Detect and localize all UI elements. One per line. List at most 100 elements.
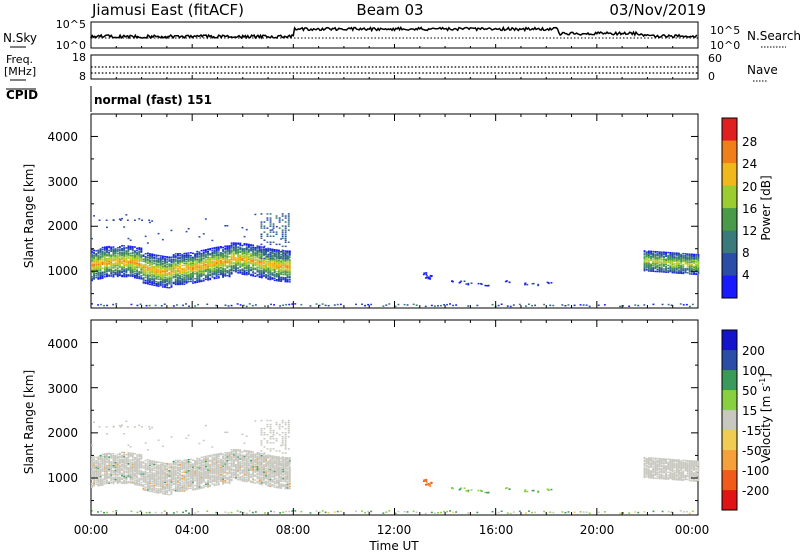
power-cell xyxy=(179,275,181,278)
power-cell xyxy=(647,257,650,259)
velocity-cell xyxy=(187,467,190,469)
power-cell xyxy=(288,281,291,283)
velocity-cell xyxy=(239,455,242,457)
power-cell xyxy=(153,282,156,285)
velocity-cell xyxy=(110,457,113,459)
power-cell xyxy=(174,272,177,275)
velocity-cell xyxy=(146,483,149,485)
power-cell xyxy=(258,273,261,275)
velocity-cell xyxy=(185,488,188,490)
power-cell xyxy=(153,273,156,276)
velocity-cell xyxy=(228,476,231,479)
power-cell xyxy=(151,254,154,256)
power-cell xyxy=(247,269,250,271)
power-cell xyxy=(497,304,500,307)
power-cell xyxy=(275,215,278,217)
velocity-cell xyxy=(192,481,194,483)
velocity-cell xyxy=(134,470,136,473)
power-cell xyxy=(118,259,121,262)
power-cell xyxy=(189,259,192,262)
velocity-cell xyxy=(93,421,95,424)
power-cell xyxy=(670,304,673,306)
power-cell xyxy=(192,282,194,284)
power-cell xyxy=(634,304,637,306)
power-cell xyxy=(207,266,209,268)
velocity-cell xyxy=(232,473,235,476)
power-cell xyxy=(166,257,169,259)
velocity-cell xyxy=(103,476,106,478)
velocity-cell xyxy=(123,477,126,480)
power-cell xyxy=(228,250,231,252)
power-cell xyxy=(108,257,111,260)
velocity-cell xyxy=(181,475,184,478)
power-cell xyxy=(239,265,242,267)
power-cell xyxy=(151,261,154,263)
power-cell xyxy=(200,267,203,270)
velocity-cell xyxy=(136,462,138,464)
power-cell xyxy=(146,275,149,277)
power-cell xyxy=(230,262,233,264)
power-cell xyxy=(665,254,667,257)
velocity-cell xyxy=(155,476,158,478)
power-cell xyxy=(172,260,175,262)
power-cell xyxy=(97,304,99,306)
velocity-cell xyxy=(146,466,149,468)
power-cell xyxy=(265,273,267,276)
power-cell xyxy=(215,277,218,279)
power-cell xyxy=(202,252,205,254)
velocity-cell xyxy=(93,474,95,476)
velocity-cell xyxy=(226,467,229,470)
velocity-cell xyxy=(153,473,156,475)
velocity-cell xyxy=(106,460,108,463)
power-cell xyxy=(467,283,470,286)
power-cell xyxy=(103,262,106,264)
power-ytick-label: 3000 xyxy=(47,175,78,189)
power-cell xyxy=(271,260,274,262)
power-cell xyxy=(245,266,248,268)
power-cell xyxy=(267,275,270,277)
power-cell xyxy=(645,266,648,268)
power-cell xyxy=(232,246,235,248)
power-cell xyxy=(237,263,240,265)
power-cell xyxy=(678,265,680,267)
power-cell xyxy=(237,262,240,264)
velocity-cell xyxy=(127,457,130,459)
velocity-cell xyxy=(189,477,192,480)
velocity-cell xyxy=(224,476,227,478)
velocity-cell xyxy=(183,469,186,471)
velocity-cell xyxy=(172,465,175,468)
power-cell xyxy=(166,269,169,271)
power-cell xyxy=(671,252,674,254)
power-cell xyxy=(232,243,235,245)
power-cell xyxy=(138,275,141,278)
velocity-cell xyxy=(170,473,173,475)
power-cell xyxy=(97,272,100,274)
power-cell xyxy=(142,260,145,262)
power-cell xyxy=(228,246,231,248)
power-cell xyxy=(202,261,205,263)
power-cell xyxy=(127,262,130,264)
power-cell xyxy=(361,303,363,305)
power-cell xyxy=(669,265,672,268)
power-cell xyxy=(125,268,128,270)
velocity-cell xyxy=(161,464,164,466)
power-cell xyxy=(686,269,689,271)
power-cbar-swatch xyxy=(722,118,737,141)
power-cell xyxy=(114,255,117,257)
velocity-cell xyxy=(172,461,175,464)
velocity-cell xyxy=(153,484,156,486)
velocity-cell xyxy=(198,486,201,489)
velocity-cell xyxy=(149,482,151,484)
power-cell xyxy=(148,304,151,307)
power-cell xyxy=(671,268,674,271)
power-cell xyxy=(228,252,231,254)
power-cell xyxy=(258,270,261,272)
power-cell xyxy=(271,272,274,274)
power-cell xyxy=(232,242,235,244)
power-cell xyxy=(159,271,162,273)
velocity-cell xyxy=(168,479,171,481)
velocity-cell xyxy=(224,461,227,463)
power-cell xyxy=(168,257,171,259)
power-cell xyxy=(250,273,252,276)
velocity-cell xyxy=(207,458,209,460)
